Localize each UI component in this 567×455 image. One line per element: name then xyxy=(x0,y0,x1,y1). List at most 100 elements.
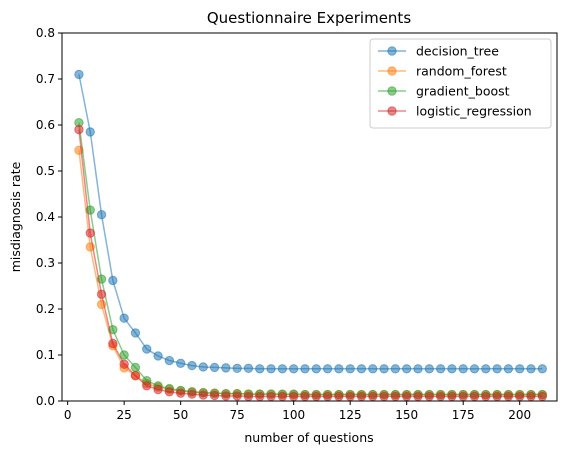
legend-label: logistic_regression xyxy=(416,104,532,119)
data-point xyxy=(232,391,242,401)
series-random-forest xyxy=(74,145,548,400)
data-point xyxy=(537,391,548,402)
data-point xyxy=(537,364,548,374)
data-point xyxy=(311,391,321,402)
y-axis: 0.0 0.1 0.2 0.3 0.4 0.5 0.6 0.7 0.8 xyxy=(36,26,62,408)
plot-marks xyxy=(74,69,548,402)
series-decision-tree xyxy=(74,69,548,374)
y-tick-label: 0.1 xyxy=(36,348,55,362)
data-point xyxy=(130,362,141,373)
data-point xyxy=(187,389,197,399)
data-point xyxy=(221,363,231,373)
data-point xyxy=(277,391,288,402)
data-point xyxy=(469,364,480,374)
data-point xyxy=(153,351,163,361)
y-tick-label: 0.3 xyxy=(36,256,55,270)
data-point xyxy=(175,388,186,398)
data-point xyxy=(401,364,412,374)
data-point xyxy=(142,344,152,354)
data-point xyxy=(503,391,514,402)
x-tick-label: 150 xyxy=(395,408,418,422)
data-point xyxy=(481,364,491,374)
x-tick-label: 200 xyxy=(508,408,531,422)
legend-item: decision_tree xyxy=(378,44,499,59)
data-point xyxy=(469,391,480,402)
data-point xyxy=(356,364,367,374)
legend-marker xyxy=(387,46,397,56)
data-point xyxy=(119,359,129,369)
data-point xyxy=(424,364,434,374)
y-tick-label: 0.8 xyxy=(36,26,55,40)
y-axis-label: misdiagnosis rate xyxy=(8,161,23,272)
legend: decision_tree random_forest gradient_boost… xyxy=(369,38,552,129)
data-point xyxy=(209,362,220,373)
data-point xyxy=(209,390,220,401)
data-point xyxy=(96,289,107,299)
data-point xyxy=(515,364,525,374)
y-tick-label: 0.6 xyxy=(36,118,55,132)
x-axis-label: number of questions xyxy=(244,430,373,445)
data-point xyxy=(119,313,129,323)
data-point xyxy=(198,390,208,400)
legend-box xyxy=(369,38,552,129)
data-point xyxy=(379,391,389,402)
x-tick-label: 175 xyxy=(452,408,475,422)
data-point xyxy=(322,391,333,402)
legend-item: random_forest xyxy=(378,64,507,79)
data-point xyxy=(368,391,378,402)
legend-label: gradient_boost xyxy=(416,84,510,99)
data-point xyxy=(515,391,525,402)
data-point xyxy=(401,391,412,402)
y-tick-label: 0.2 xyxy=(36,302,55,316)
data-point xyxy=(526,391,536,402)
data-point xyxy=(164,355,175,366)
legend-label: decision_tree xyxy=(416,44,499,59)
series-line xyxy=(78,129,543,398)
y-tick-label: 0.7 xyxy=(36,72,55,86)
legend-marker xyxy=(387,106,397,116)
data-point xyxy=(503,364,514,374)
data-point xyxy=(198,362,208,372)
data-point xyxy=(447,391,457,402)
x-tick-label: 125 xyxy=(339,408,362,422)
data-point xyxy=(311,364,321,374)
data-point xyxy=(255,364,265,374)
x-tick-label: 100 xyxy=(282,408,305,422)
data-point xyxy=(277,364,288,374)
data-point xyxy=(85,127,95,137)
legend-label: random_forest xyxy=(416,64,507,79)
series-line xyxy=(78,122,543,396)
data-point xyxy=(153,384,163,395)
data-point xyxy=(74,124,84,135)
data-point xyxy=(221,391,231,401)
data-point xyxy=(492,364,502,374)
data-point xyxy=(435,364,446,374)
data-point xyxy=(288,364,299,374)
data-point xyxy=(413,364,423,374)
data-point xyxy=(232,363,242,374)
series-line xyxy=(78,150,543,396)
data-point xyxy=(481,391,491,402)
data-point xyxy=(108,338,118,349)
x-tick-label: 25 xyxy=(117,408,132,422)
data-point xyxy=(164,387,175,397)
data-point xyxy=(74,69,84,80)
data-point xyxy=(345,391,355,402)
data-point xyxy=(424,391,434,402)
data-point xyxy=(526,364,536,374)
data-point xyxy=(356,391,367,402)
data-point xyxy=(96,210,107,220)
y-tick-label: 0.4 xyxy=(36,210,55,224)
data-point xyxy=(390,364,401,374)
data-point xyxy=(413,391,423,402)
data-point xyxy=(322,364,333,374)
data-point xyxy=(458,364,468,374)
x-tick-label: 0 xyxy=(64,408,72,422)
legend-marker xyxy=(387,66,397,76)
x-axis: 0 25 50 75 100 125 150 175 200 xyxy=(64,401,531,422)
data-point xyxy=(334,364,344,374)
x-tick-label: 75 xyxy=(230,408,245,422)
data-point xyxy=(435,391,446,402)
